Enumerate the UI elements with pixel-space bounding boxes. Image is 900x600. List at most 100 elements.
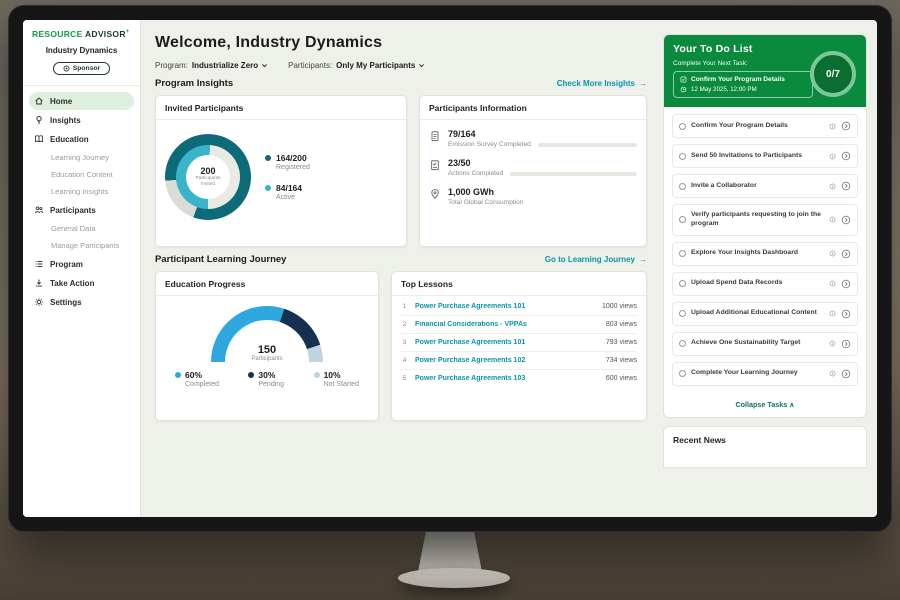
- info-icon: [829, 216, 836, 223]
- legend-item-registered: 164/200 Registered: [265, 153, 310, 171]
- task-row[interactable]: Upload Additional Educational Content: [672, 301, 858, 326]
- sidebar-item-learning-journey[interactable]: Learning Journey: [51, 153, 109, 162]
- task-row[interactable]: Complete Your Learning Journey: [672, 361, 858, 386]
- chevron-right-icon[interactable]: [841, 309, 851, 319]
- info-icon: [829, 280, 836, 287]
- chevron-right-icon[interactable]: [841, 279, 851, 289]
- arrow-right-icon: →: [639, 255, 647, 264]
- program-filter[interactable]: Program: Industrialize Zero: [155, 61, 268, 70]
- gauge-legend: 60% Completed 30% Pending: [165, 366, 369, 388]
- task-checkbox[interactable]: [679, 370, 686, 378]
- sidebar-item-program[interactable]: Program: [29, 255, 134, 273]
- task-checkbox[interactable]: [679, 280, 686, 288]
- check-more-insights-link[interactable]: Check More Insights →: [556, 79, 647, 88]
- chevron-down-icon: [418, 62, 425, 69]
- sidebar-item-learning-insights[interactable]: Learning Insights: [51, 187, 109, 196]
- monitor: RESOURCE ADVISOR+ Industry Dynamics Spon…: [8, 5, 892, 532]
- lesson-link[interactable]: Power Purchase Agreements 103: [415, 375, 526, 382]
- next-task-box[interactable]: Confirm Your Program Details 12 May 2025…: [673, 71, 813, 98]
- logo-secondary: ADVISOR+: [84, 29, 130, 39]
- task-checkbox[interactable]: [679, 310, 686, 318]
- task-checkbox[interactable]: [679, 182, 686, 190]
- sponsor-badge[interactable]: Sponsor: [52, 62, 111, 75]
- emission-survey-progress-bar: [537, 142, 637, 147]
- program-filter-value: Industrialize Zero: [191, 61, 259, 70]
- survey-icon: [429, 130, 441, 142]
- top-lessons-card: Top Lessons 1 Power Purchase Agreements …: [391, 271, 647, 421]
- card-title: Participants Information: [420, 96, 646, 120]
- chevron-right-icon[interactable]: [841, 215, 851, 225]
- task-row[interactable]: Send 50 Invitations to Participants: [672, 144, 858, 168]
- home-icon: [34, 96, 44, 106]
- todo-title: Your To Do List: [673, 43, 753, 55]
- sidebar-item-settings[interactable]: Settings: [29, 293, 134, 311]
- recent-news-card: Recent News: [663, 425, 867, 468]
- sidebar-item-general-data[interactable]: General Data: [51, 224, 96, 233]
- right-panel: Your To Do List Complete Your Next Task:…: [659, 20, 877, 517]
- collapse-tasks-button[interactable]: Collapse Tasks ∧: [735, 399, 795, 409]
- chevron-right-icon[interactable]: [841, 369, 851, 379]
- sidebar-item-insights[interactable]: Insights: [29, 111, 134, 129]
- education-progress-card: Education Progress 150 Participants: [155, 271, 379, 421]
- task-checkbox[interactable]: [679, 340, 686, 348]
- sponsor-icon: [63, 65, 70, 72]
- chevron-right-icon[interactable]: [841, 151, 851, 161]
- sidebar: RESOURCE ADVISOR+ Industry Dynamics Spon…: [23, 20, 141, 517]
- program-insights-header: Program Insights Check More Insights →: [155, 78, 647, 89]
- info-icon: [829, 183, 836, 190]
- task-checkbox[interactable]: [679, 152, 686, 160]
- lesson-link[interactable]: Financial Considerations - VPPAs: [415, 321, 527, 328]
- chevron-right-icon[interactable]: [841, 249, 851, 259]
- go-to-learning-journey-link[interactable]: Go to Learning Journey →: [544, 255, 647, 264]
- gear-icon: [34, 297, 44, 307]
- sidebar-item-manage-participants[interactable]: Manage Participants: [51, 241, 120, 250]
- info-icon: [829, 250, 836, 257]
- list-icon: [34, 259, 44, 269]
- sidebar-item-participants[interactable]: Participants: [29, 201, 134, 219]
- chevron-down-icon: [261, 62, 268, 69]
- task-checkbox[interactable]: [679, 216, 686, 224]
- legend-item-completed: 60% Completed: [175, 370, 219, 388]
- task-row[interactable]: Explore Your Insights Dashboard: [672, 241, 858, 266]
- task-row[interactable]: Achieve One Sustainability Target: [672, 331, 858, 356]
- lesson-link[interactable]: Power Purchase Agreements 102: [415, 357, 526, 364]
- chevron-right-icon[interactable]: [841, 339, 851, 349]
- donut-center-label: Participants Invited: [195, 176, 221, 187]
- sidebar-item-take-action[interactable]: Take Action: [29, 274, 134, 292]
- info-icon: [829, 153, 836, 160]
- clock-icon: [680, 86, 687, 93]
- checklist-icon: [429, 159, 441, 171]
- participants-filter[interactable]: Participants: Only My Participants: [288, 61, 425, 70]
- stat-global-consumption: 1,000 GWh Total Global Consumption: [429, 187, 637, 206]
- legend-dot: [265, 185, 271, 191]
- todo-header: Your To Do List Complete Your Next Task:…: [664, 35, 866, 107]
- info-icon: [829, 123, 836, 130]
- page-title: Welcome, Industry Dynamics: [155, 34, 383, 51]
- task-row[interactable]: Confirm Your Program Details: [672, 114, 858, 138]
- task-row[interactable]: Verify participants requesting to join t…: [672, 204, 858, 236]
- chevron-right-icon[interactable]: [841, 121, 851, 131]
- invited-participants-card: Invited Participants 200 Participants In…: [155, 95, 407, 247]
- account-block: Industry Dynamics Sponsor: [23, 46, 140, 86]
- todo-card: Your To Do List Complete Your Next Task:…: [663, 34, 867, 418]
- sidebar-item-home[interactable]: Home: [29, 92, 134, 110]
- lesson-link[interactable]: Power Purchase Agreements 101: [415, 339, 526, 346]
- legend-item-pending: 30% Pending: [248, 370, 284, 388]
- sidebar-item-education-content[interactable]: Education Content: [51, 170, 113, 179]
- stat-emission-survey: 79/164 Emission Survey Completed: [429, 129, 637, 148]
- lesson-link[interactable]: Power Purchase Agreements 101: [415, 303, 526, 310]
- task-row[interactable]: Invite a Collaborator: [672, 174, 858, 198]
- task-checkbox[interactable]: [679, 122, 686, 130]
- dashboard-screen: RESOURCE ADVISOR+ Industry Dynamics Spon…: [23, 20, 877, 517]
- logo-primary: RESOURCE: [32, 29, 83, 39]
- todo-progress-ring: 0/7: [810, 51, 856, 97]
- sidebar-item-education[interactable]: Education: [29, 130, 134, 148]
- people-icon: [34, 205, 44, 215]
- legend-dot: [175, 372, 181, 378]
- task-row[interactable]: Upload Spend Data Records: [672, 271, 858, 296]
- chevron-right-icon[interactable]: [841, 181, 851, 191]
- donut-center-value: 200: [200, 166, 216, 177]
- task-checkbox[interactable]: [679, 250, 686, 258]
- account-name: Industry Dynamics: [45, 46, 118, 55]
- sidebar-nav: Home Insights Education Learning Journey…: [23, 86, 140, 311]
